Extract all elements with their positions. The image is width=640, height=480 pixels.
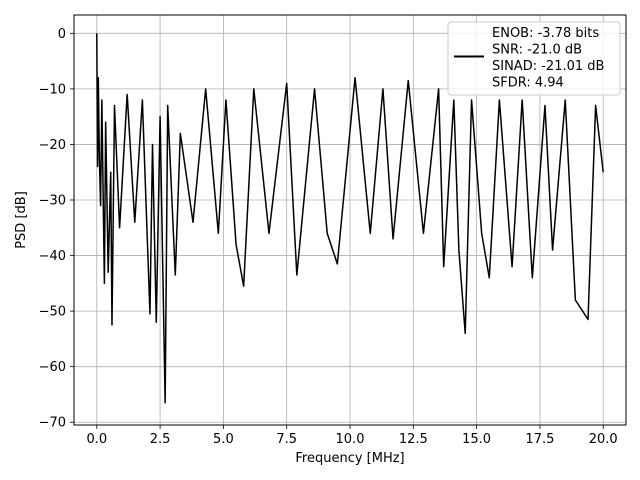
x-tick-label: 17.5 (525, 432, 554, 447)
x-tick-label: 5.0 (213, 432, 234, 447)
legend-enob-label: ENOB: -3.78 bits (492, 26, 599, 41)
y-tick-label: −10 (39, 82, 66, 97)
legend-sfdr-label: SFDR: 4.94 (492, 76, 564, 91)
legend-snr-label: SNR: -21.0 dB (492, 43, 582, 58)
x-tick-label: 12.5 (399, 432, 428, 447)
x-tick-label: 15.0 (462, 432, 491, 447)
x-axis-label: Frequency [MHz] (295, 451, 404, 466)
y-tick-label: −30 (39, 194, 66, 209)
x-tick-label: 10.0 (336, 432, 365, 447)
y-axis-label: PSD [dB] (14, 191, 29, 249)
legend: ENOB: -3.78 bits SNR: -21.0 dB SINAD: -2… (447, 21, 621, 96)
legend-box (447, 21, 621, 96)
y-tick-label: −40 (39, 249, 66, 264)
x-tick-label: 0.0 (86, 432, 107, 447)
y-tick-label: −50 (39, 305, 66, 320)
y-tick-label: −20 (39, 138, 66, 153)
y-tick-label: −60 (39, 360, 66, 375)
series-group (96, 33, 604, 404)
y-axis-ticks: 0 −10 −20 −30 −40 −50 −60 −70 (39, 27, 74, 431)
legend-sinad-label: SINAD: -21.01 dB (492, 59, 604, 74)
x-tick-label: 7.5 (276, 432, 297, 447)
y-tick-label: 0 (58, 27, 66, 42)
x-axis-ticks: 0.0 2.5 5.0 7.5 10.0 12.5 15.0 17.5 20.0 (86, 425, 618, 447)
x-tick-label: 2.5 (150, 432, 171, 447)
y-tick-label: −70 (39, 416, 66, 431)
psd-series-line (96, 33, 604, 404)
x-tick-label: 20.0 (589, 432, 618, 447)
